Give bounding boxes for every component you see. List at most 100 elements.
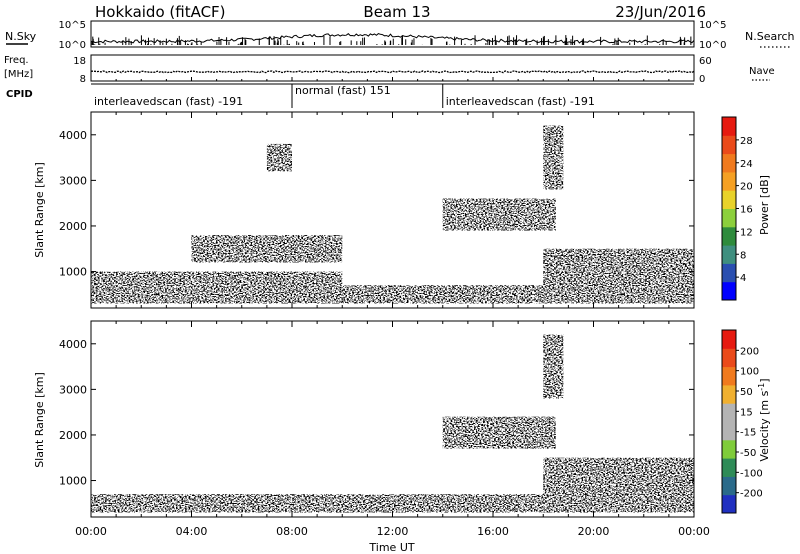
- x-tick-label: 20:00: [578, 525, 610, 538]
- beam-title: Beam 13: [363, 3, 430, 21]
- echo-region: [543, 125, 564, 190]
- colorbar-swatch: [722, 190, 736, 209]
- power-y-axis: 1000 2000 3000 4000: [59, 129, 694, 279]
- colorbar-tick-label: -15: [740, 428, 756, 439]
- cpid-segment-label: interleavedscan (fast) -191: [446, 95, 595, 108]
- colorbar-swatch: [722, 366, 736, 386]
- cpid-segment-label: normal (fast) 151: [295, 84, 391, 97]
- colorbar-swatch: [722, 494, 736, 514]
- freq-left-label-2: [MHz]: [4, 69, 33, 80]
- power-colorbar: 28 24 20 16 12 8 4: [721, 116, 753, 301]
- freq-line: [91, 70, 695, 74]
- echo-region: [543, 334, 564, 399]
- velocity-echo-regions: [91, 334, 694, 513]
- echo-region: [442, 198, 556, 231]
- y-tick-label: 1000: [59, 475, 87, 488]
- noise-left-label: N.Sky: [5, 30, 37, 43]
- date-title: 23/Jun/2016: [615, 3, 706, 21]
- freq-trace: [91, 70, 695, 74]
- colorbar-swatch: [722, 421, 736, 441]
- noise-trace: [90, 33, 695, 45]
- colorbar-tick-label: -50: [740, 448, 756, 459]
- colorbar-swatch: [722, 403, 736, 422]
- echo-region: [191, 235, 343, 263]
- echo-region: [543, 457, 694, 504]
- echo-region: [266, 143, 292, 172]
- colorbar-tick-label: 24: [740, 159, 753, 170]
- echo-region: [442, 416, 556, 449]
- power-echo-regions: [91, 125, 694, 304]
- noise-right-tick-top: 10^5: [699, 20, 726, 31]
- power-ylabel: Slant Range [km]: [33, 162, 46, 258]
- colorbar-tick-label: 200: [740, 346, 759, 357]
- colorbar-swatch: [722, 476, 736, 496]
- noise-left-tick-bottom: 10^0: [59, 40, 86, 51]
- echo-region: [91, 271, 343, 286]
- cpid-segment-label: interleavedscan (fast) -191: [94, 95, 243, 108]
- colorbar-swatch: [722, 348, 736, 368]
- colorbar-tick-label: 20: [740, 182, 753, 193]
- colorbar-swatch: [722, 171, 736, 191]
- noise-right-tick-bottom: 10^0: [699, 40, 726, 51]
- velocity-ylabel: Slant Range [km]: [33, 372, 46, 468]
- colorbar-tick-label: 50: [740, 387, 753, 398]
- colorbar-swatch: [722, 135, 736, 155]
- y-tick-label: 3000: [59, 174, 87, 187]
- freq-left-label-1: Freq.: [4, 55, 29, 66]
- colorbar-swatch: [722, 263, 736, 283]
- x-tick-label: 00:00: [75, 525, 107, 538]
- colorbar-tick-label: 8: [740, 250, 746, 261]
- colorbar-tick-label: 100: [740, 367, 759, 378]
- velocity-colorbar-label: Velocity [m s-1]: [757, 378, 772, 461]
- colorbar-swatch: [722, 439, 736, 459]
- colorbar-swatch: [722, 281, 736, 301]
- x-tick-label: 12:00: [377, 525, 409, 538]
- colorbar-tick-label: -200: [740, 489, 763, 500]
- x-tick-label: 08:00: [276, 525, 308, 538]
- y-tick-label: 2000: [59, 220, 87, 233]
- echo-region: [543, 248, 694, 295]
- y-tick-label: 4000: [59, 338, 87, 351]
- colorbar-tick-label: -100: [740, 468, 763, 479]
- colorbar-tick-label: 12: [740, 227, 753, 238]
- colorbar-frame: [721, 329, 737, 514]
- freq-right-tick-top: 60: [699, 56, 712, 67]
- colorbar-tick-label: 16: [740, 205, 753, 216]
- colorbar-swatch: [722, 117, 736, 136]
- x-tick-label: 00:00: [678, 525, 710, 538]
- y-tick-label: 2000: [59, 429, 87, 442]
- noise-right-label: N.Search: [745, 30, 795, 43]
- colorbar-swatch: [722, 226, 736, 246]
- velocity-y-axis: 1000 2000 3000 4000: [59, 338, 694, 488]
- noise-left-tick-top: 10^5: [59, 20, 86, 31]
- time-axis: 00:00 04:00 08:00 12:00 16:00 20:00 00:00: [75, 77, 710, 538]
- x-tick-label: 04:00: [176, 525, 208, 538]
- colorbar-tick-label: 4: [740, 273, 746, 284]
- y-tick-label: 1000: [59, 266, 87, 279]
- freq-right-tick-bottom: 0: [699, 74, 705, 85]
- echo-region: [292, 498, 468, 513]
- freq-left-tick-bottom: 8: [80, 74, 86, 85]
- noise-sky-line: [90, 33, 695, 44]
- cpid-segments: interleavedscan (fast) -191 normal (fast)…: [94, 84, 595, 108]
- colorbar-swatch: [722, 208, 736, 228]
- freq-left-tick-top: 18: [73, 56, 86, 67]
- x-tick-label: 16:00: [477, 525, 509, 538]
- power-colorbar-label: Power [dB]: [758, 175, 771, 235]
- noise-panel-frame: [90, 20, 695, 48]
- y-tick-label: 3000: [59, 383, 87, 396]
- colorbar-swatch: [722, 384, 736, 404]
- station-title: Hokkaido (fitACF): [95, 3, 226, 21]
- colorbar-swatch: [722, 330, 736, 349]
- colorbar-swatch: [722, 458, 736, 477]
- colorbar-swatch: [722, 153, 736, 173]
- velocity-colorbar: 200 100 50 15 -15 -50 -100 -200: [721, 329, 763, 514]
- time-axis-label: Time UT: [368, 541, 414, 554]
- y-tick-label: 4000: [59, 129, 87, 142]
- nave-label: Nave: [749, 66, 775, 77]
- colorbar-tick-label: 28: [740, 136, 753, 147]
- colorbar-tick-label: 15: [740, 407, 753, 418]
- cpid-label: CPID: [6, 89, 33, 100]
- colorbar-swatch: [722, 245, 736, 264]
